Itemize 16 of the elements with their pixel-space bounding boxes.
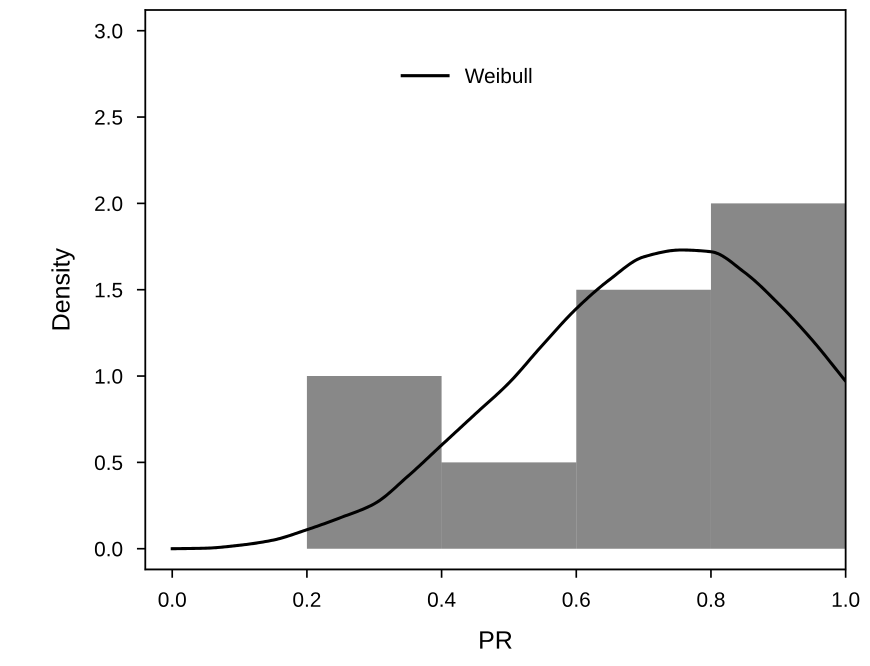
x-tick-label: 0.4: [428, 592, 456, 607]
y-tick-label: 0.0: [94, 542, 122, 556]
x-tick-label: 0.6: [562, 592, 590, 607]
legend-label: Weibull: [464, 68, 532, 84]
y-tick-label: 2.0: [95, 196, 122, 212]
y-tick-label: 2.5: [95, 110, 122, 125]
y-tick-label: 0.5: [94, 455, 122, 470]
x-tick-label: 0.0: [158, 592, 186, 607]
x-tick-label: 0.8: [697, 592, 725, 607]
y-tick-label: 1.5: [96, 282, 122, 298]
y-tick-label: 3.0: [94, 24, 122, 38]
x-tick-label: 1.0: [832, 592, 860, 607]
x-axis-title: PR: [480, 631, 512, 649]
x-tick-label: 0.2: [293, 592, 320, 607]
y-tick-label: 1.0: [96, 369, 122, 384]
y-axis-title: Density: [51, 248, 75, 330]
